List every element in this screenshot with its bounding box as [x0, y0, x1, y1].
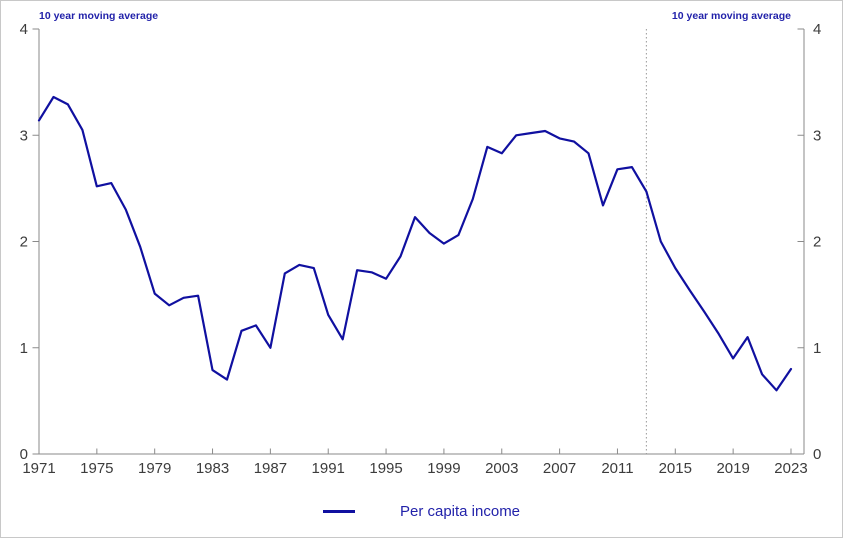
- x-tick-label: 1995: [369, 460, 402, 477]
- x-tick-label: 2011: [601, 460, 633, 477]
- y-tick-label-left: 1: [20, 340, 28, 357]
- x-tick-label: 2003: [485, 460, 518, 477]
- x-tick-label: 1971: [22, 460, 55, 477]
- y-tick-label-left: 2: [20, 234, 28, 251]
- x-tick-label: 2019: [716, 460, 749, 477]
- y-tick-label-left: 0: [20, 446, 28, 463]
- y-tick-label-left: 4: [20, 21, 28, 38]
- x-tick-label: 1979: [138, 460, 171, 477]
- y-tick-label-right: 1: [813, 340, 821, 357]
- y-tick-label-right: 3: [813, 127, 821, 144]
- series-line-per-capita-income: [37, 95, 793, 392]
- right-axis-title: 10 year moving average: [671, 10, 791, 22]
- x-tick-label: 1987: [254, 460, 287, 477]
- y-tick-label-right: 0: [813, 446, 821, 463]
- left-axis-title: 10 year moving average: [39, 10, 159, 22]
- x-tick-label: 2007: [543, 460, 576, 477]
- x-tick-label: 1975: [80, 460, 113, 477]
- y-tick-label-right: 2: [813, 234, 821, 251]
- legend-line-swatch: [322, 509, 355, 513]
- x-tick-label: 1983: [196, 460, 229, 477]
- x-tick-label: 1999: [427, 460, 460, 477]
- x-tick-label: 2023: [774, 460, 807, 477]
- y-tick-label-left: 3: [20, 127, 28, 144]
- y-tick-label-right: 4: [813, 21, 821, 38]
- legend-label: Per capita income: [399, 502, 521, 520]
- x-tick-label: 2015: [659, 460, 692, 477]
- x-tick-label: 1991: [312, 460, 345, 477]
- legend: Per capita income: [1, 498, 842, 524]
